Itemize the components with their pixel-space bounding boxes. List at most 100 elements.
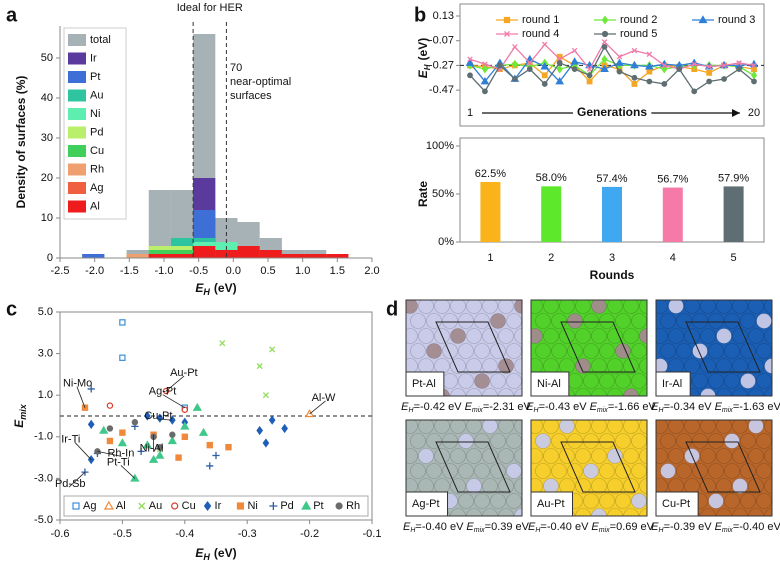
axis-label: Density of surfaces (%) xyxy=(14,76,28,209)
legend-label: Ni xyxy=(90,108,100,120)
axis-label: Rounds xyxy=(590,268,635,282)
atom xyxy=(764,358,772,374)
atom xyxy=(466,448,482,464)
bar xyxy=(304,254,327,258)
atom xyxy=(450,448,466,464)
label-bg xyxy=(405,491,449,517)
atom xyxy=(773,434,780,449)
atom xyxy=(708,463,724,479)
atom xyxy=(498,358,514,374)
atom xyxy=(631,463,647,479)
y-tick-label: 40 xyxy=(41,92,53,104)
marker xyxy=(142,440,153,449)
atom xyxy=(458,493,474,509)
marker xyxy=(192,402,202,411)
atom xyxy=(724,313,740,329)
atom xyxy=(474,433,490,449)
atom xyxy=(676,433,692,449)
axis-label: Emix xyxy=(12,403,28,428)
bar xyxy=(193,246,216,258)
y-tick-label: 5.0 xyxy=(38,306,53,318)
tile-border xyxy=(655,299,773,397)
atom xyxy=(692,463,708,479)
y-tick-label: 30 xyxy=(41,132,53,144)
y-tick-label: 20 xyxy=(41,172,53,184)
atom xyxy=(668,478,684,494)
atom xyxy=(406,300,418,314)
symbol: E xyxy=(715,401,723,413)
atom xyxy=(434,358,450,374)
x-tick-label: 1 xyxy=(487,252,493,264)
atom xyxy=(748,508,764,516)
atom xyxy=(450,420,466,434)
atom xyxy=(639,328,647,344)
atom xyxy=(623,388,639,396)
legend-swatch xyxy=(68,182,86,194)
marker xyxy=(691,88,698,95)
atom xyxy=(458,313,474,329)
atom xyxy=(482,508,498,516)
atom xyxy=(474,373,490,389)
marker xyxy=(480,76,490,85)
atom xyxy=(656,328,668,344)
tile-caption: EH=-0.39 eV Emix=-0.40 eV xyxy=(651,521,780,534)
marker xyxy=(117,438,128,447)
tile-caption: EH=-0.34 eV Emix=-1.63 eV xyxy=(651,401,780,414)
subscript: mix xyxy=(722,527,733,534)
marker xyxy=(586,72,593,79)
marker xyxy=(131,419,139,426)
atom xyxy=(631,313,647,329)
atom xyxy=(692,343,708,359)
symbol: E xyxy=(195,546,204,560)
atom xyxy=(418,300,434,314)
leader-line xyxy=(165,375,185,392)
atom xyxy=(543,328,559,344)
atom xyxy=(567,313,583,329)
subscript: H xyxy=(409,407,415,414)
atom xyxy=(543,300,559,314)
atom xyxy=(724,373,740,389)
atom xyxy=(458,433,474,449)
marker xyxy=(465,58,475,66)
atom xyxy=(732,478,748,494)
atom xyxy=(692,433,708,449)
atom xyxy=(535,313,551,329)
atom xyxy=(708,493,724,509)
marker xyxy=(750,70,758,80)
legend-label: Pd xyxy=(280,500,293,512)
atom xyxy=(506,343,522,359)
marker xyxy=(106,437,114,445)
marker xyxy=(206,462,214,470)
legend-swatch xyxy=(68,71,86,83)
marker xyxy=(155,450,165,459)
marker xyxy=(661,62,668,69)
leader-line xyxy=(68,471,86,488)
value: =-0.40 eV xyxy=(540,521,589,533)
x-tick-label: 20 xyxy=(748,107,760,119)
bar xyxy=(662,187,683,242)
y-tick-label: -0.27 xyxy=(429,59,454,71)
bar xyxy=(723,186,744,242)
atom xyxy=(631,433,647,449)
legend-label: total xyxy=(90,34,111,46)
atom xyxy=(543,448,559,464)
marker xyxy=(236,502,245,510)
y-tick-label: 50% xyxy=(432,188,454,200)
atom xyxy=(599,433,615,449)
atom xyxy=(656,300,668,314)
atom xyxy=(708,313,724,329)
x-tick-label: 1 xyxy=(467,107,473,119)
atom xyxy=(773,314,780,329)
atom xyxy=(748,478,764,494)
marker xyxy=(87,385,95,393)
marker xyxy=(646,78,653,85)
legend-label: round 2 xyxy=(620,14,657,26)
annotation: Ni-Al xyxy=(140,443,164,455)
atom xyxy=(514,420,522,434)
atom xyxy=(615,313,631,329)
marker xyxy=(601,39,608,45)
y-tick-label: 100% xyxy=(426,140,454,152)
subscript: H xyxy=(534,407,540,414)
marker xyxy=(630,60,639,69)
marker xyxy=(601,43,608,50)
